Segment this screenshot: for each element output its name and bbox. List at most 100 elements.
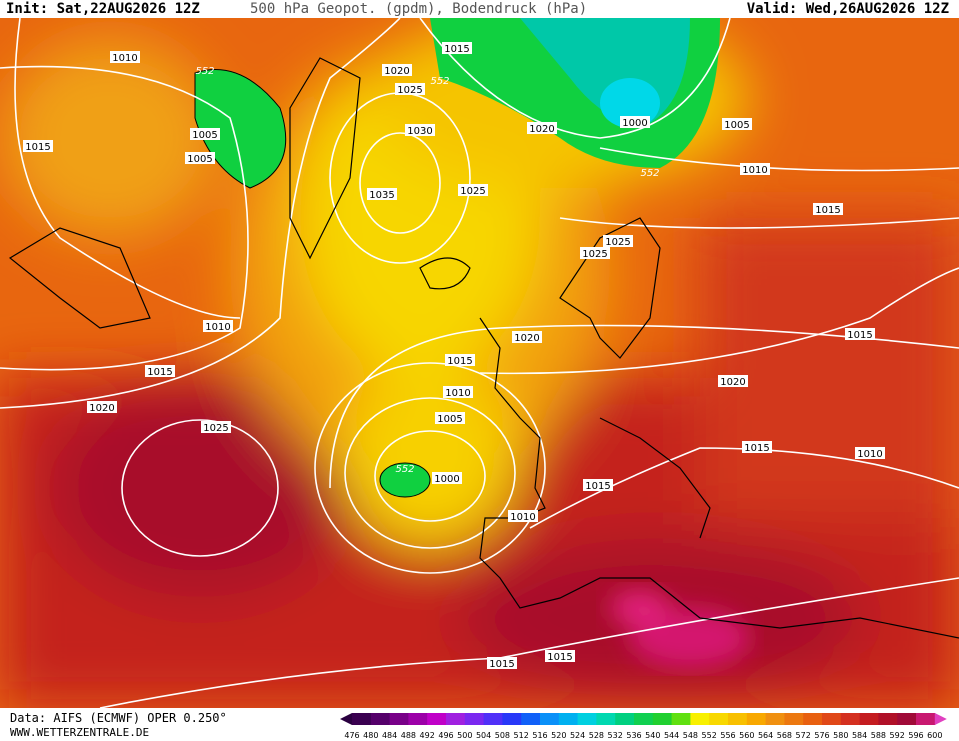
colorbar-label: 568 [777,731,792,740]
colorbar-label: 524 [570,731,585,740]
colorbar-bin [634,713,654,725]
isobar-label: 552 [195,66,214,77]
isobar-label: 552 [430,76,449,87]
isobar-label: 1020 [384,66,409,77]
colorbar-label: 484 [382,731,397,740]
colorbar-label: 540 [645,731,660,740]
isobar-label: 1015 [489,659,514,670]
isobar-label: 1015 [444,44,469,55]
label-box [432,472,462,484]
colorbar-bin [878,713,898,725]
colorbar-bin [897,713,917,725]
isobar-label: 1005 [724,120,749,131]
label-box [742,441,772,453]
init-time: Init: Sat,22AUG2026 12Z [6,1,200,17]
colorbar-label: 496 [438,731,453,740]
label-box [620,116,650,128]
isobar-label: 1020 [720,377,745,388]
label-box [718,375,748,387]
isobar-label: 1025 [605,237,630,248]
isobar-label: 1020 [89,403,114,414]
colorbar-label: 544 [664,731,679,740]
colorbar-label: 504 [476,731,491,740]
isobar-label: 1005 [437,414,462,425]
isobar-label: 1025 [203,423,228,434]
label-box [580,247,610,259]
isobar-label: 1010 [445,388,470,399]
isobar-label: 1015 [147,367,172,378]
colorbar-label: 512 [514,731,529,740]
isobar-label: 1015 [547,652,572,663]
colorbar-label: 600 [927,731,942,740]
label-box [203,320,233,332]
colorbar-label: 560 [739,731,754,740]
isobar-label: 1000 [622,118,647,129]
colorbar-label: 548 [683,731,698,740]
colorbar-label: 588 [871,731,886,740]
label-box [740,163,770,175]
isobar-label: 1025 [582,249,607,260]
isobar-label: 1030 [407,126,432,137]
isobar-label: 1010 [112,53,137,64]
colorbar-bin [521,713,541,725]
colorbar-bin [408,713,428,725]
label-box [435,412,465,424]
colorbar-bin [577,713,597,725]
colorbar-bin [746,713,767,725]
isobar-label: 1035 [369,190,394,201]
colorbar-bin [765,713,785,725]
isobar-label: 1025 [397,85,422,96]
colorbar-bin [784,713,804,725]
isobar-label: 552 [640,168,659,179]
label-box [545,650,575,662]
colorbar-bin [483,713,503,725]
colorbar-bin [370,713,391,725]
colorbar-label: 536 [626,731,641,740]
data-source: Data: AIFS (ECMWF) OPER 0.250° [10,711,227,725]
label-box [367,188,397,200]
colorbar-bin [652,713,673,725]
isobar-label: 1015 [585,481,610,492]
colorbar-bin [352,713,372,725]
label-box [722,118,752,130]
colorbar-bin [540,713,560,725]
colorbar-label: 492 [420,731,435,740]
colorbar-label: 476 [344,731,359,740]
isobar-label: 1015 [815,205,840,216]
coastlines [8,57,959,639]
colorbar-bin [728,713,748,725]
colorbar-bin [690,713,710,725]
colorbar-bin [615,713,635,725]
colorbar-label: 488 [401,731,416,740]
label-box [487,657,517,669]
colorbar-bin [558,713,579,725]
label-box [527,122,557,134]
site: WWW.WETTERZENTRALE.DE [10,726,150,739]
label-box [813,203,843,215]
colorbar-bin [596,713,616,725]
map: 1010 552 1015 1020 552 1025 1005 1005 1030 1035 10… [0,18,959,708]
isobar-label: 1005 [187,154,212,165]
isobar-label: 1015 [447,356,472,367]
colorbar-end [934,713,947,725]
isobar-label: 1010 [857,449,882,460]
isobar-label: 1015 [744,443,769,454]
isobar-label: 1010 [205,322,230,333]
isobar-label: 1000 [434,474,459,485]
label-box [445,354,475,366]
colorbar-bin [671,713,691,725]
colorbar-label: 580 [833,731,848,740]
colorbar-label: 500 [457,731,472,740]
colorbar-label: 532 [608,731,623,740]
colorbar-label: 584 [852,731,867,740]
isobar-label: 1020 [529,124,554,135]
colorbar-label: 520 [551,731,566,740]
label-box [201,421,231,433]
colorbar-label: 480 [363,731,378,740]
colorbar-label: 572 [796,731,811,740]
label-box [190,128,220,140]
colorbar-bin [803,713,823,725]
label-box [845,328,875,340]
isobar-label: 552 [395,464,414,475]
colorbar-bin [822,713,842,725]
